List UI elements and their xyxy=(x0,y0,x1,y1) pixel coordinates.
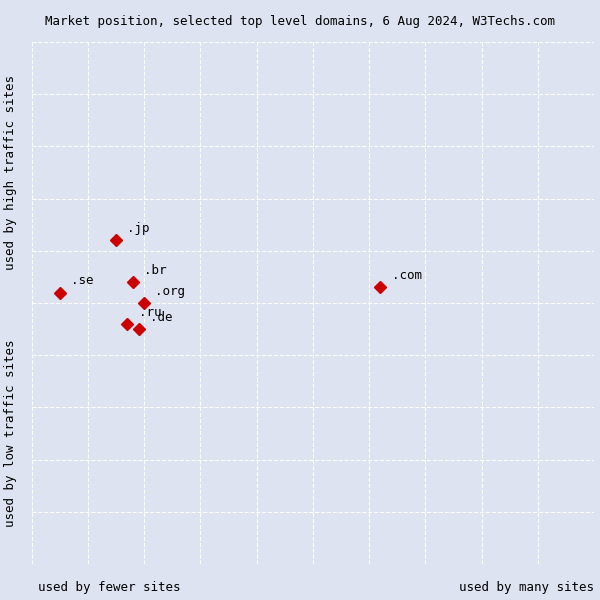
Text: used by high traffic sites: used by high traffic sites xyxy=(4,75,17,270)
Text: .ru: .ru xyxy=(139,305,161,319)
Text: .de: .de xyxy=(150,311,172,324)
Text: used by fewer sites: used by fewer sites xyxy=(38,581,181,594)
Text: .com: .com xyxy=(392,269,422,282)
Text: .se: .se xyxy=(71,274,94,287)
Text: Market position, selected top level domains, 6 Aug 2024, W3Techs.com: Market position, selected top level doma… xyxy=(45,15,555,28)
Text: .br: .br xyxy=(144,264,167,277)
Text: .org: .org xyxy=(155,285,185,298)
Text: used by low traffic sites: used by low traffic sites xyxy=(4,340,17,527)
Text: used by many sites: used by many sites xyxy=(459,581,594,594)
Text: .jp: .jp xyxy=(127,222,150,235)
